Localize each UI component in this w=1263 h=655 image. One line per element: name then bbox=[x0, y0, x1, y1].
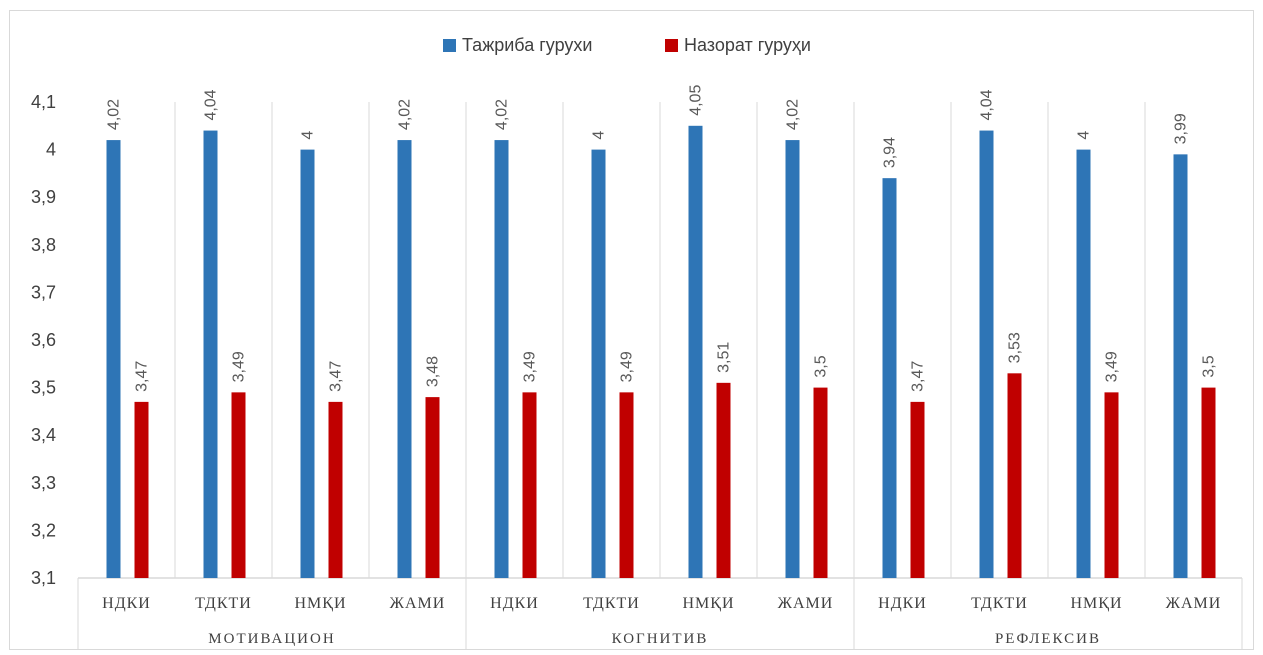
x-tick-label: ЖАМИ bbox=[1166, 595, 1222, 612]
bar-nazorat bbox=[813, 387, 828, 578]
data-label: 4,04 bbox=[203, 89, 220, 120]
legend-label: Назорат гуруҳи bbox=[684, 35, 811, 55]
data-label: 3,49 bbox=[231, 351, 248, 382]
x-tick-label: НМҚИ bbox=[294, 595, 346, 612]
bar-nazorat bbox=[522, 392, 537, 578]
data-label: 4,02 bbox=[785, 99, 802, 130]
y-tick-label: 4,1 bbox=[31, 92, 56, 112]
group-label: РЕФЛЕКСИВ bbox=[995, 631, 1101, 647]
group-label: КОГНИТИВ bbox=[612, 631, 709, 647]
bar-nazorat bbox=[619, 392, 634, 578]
y-tick-label: 3,1 bbox=[31, 568, 56, 588]
bar-tajriba bbox=[397, 140, 412, 578]
bar-nazorat bbox=[910, 401, 925, 578]
data-label: 3,53 bbox=[1007, 332, 1024, 363]
bar-nazorat bbox=[134, 401, 149, 578]
y-tick-label: 3,6 bbox=[31, 330, 56, 350]
bar-tajriba bbox=[203, 130, 218, 578]
x-tick-label: НДКИ bbox=[878, 595, 927, 612]
bar-tajriba bbox=[785, 140, 800, 578]
bar-tajriba bbox=[494, 140, 509, 578]
x-tick-label: ТДКТИ bbox=[971, 595, 1028, 612]
y-tick-label: 3,9 bbox=[31, 187, 56, 207]
data-label: 3,47 bbox=[910, 361, 927, 392]
x-tick-label: ЖАМИ bbox=[390, 595, 446, 612]
bar-nazorat bbox=[1104, 392, 1119, 578]
data-label: 3,47 bbox=[328, 361, 345, 392]
bar-tajriba bbox=[1173, 154, 1188, 579]
data-label: 3,49 bbox=[1104, 351, 1121, 382]
bar-nazorat bbox=[231, 392, 246, 578]
x-tick-label: ТДКТИ bbox=[195, 595, 252, 612]
x-tick-label: НДКИ bbox=[102, 595, 151, 612]
data-label: 4 bbox=[591, 131, 608, 140]
bar-tajriba bbox=[106, 140, 121, 578]
data-label: 4 bbox=[300, 131, 317, 140]
bar-nazorat bbox=[716, 382, 731, 578]
data-label: 3,5 bbox=[813, 355, 830, 377]
data-label: 3,49 bbox=[619, 351, 636, 382]
y-tick-label: 3,4 bbox=[31, 425, 56, 445]
data-label: 4,04 bbox=[979, 89, 996, 120]
bar-tajriba bbox=[688, 125, 703, 579]
data-label: 4,02 bbox=[106, 99, 123, 130]
data-label: 3,94 bbox=[882, 137, 899, 168]
bar-nazorat bbox=[328, 401, 343, 578]
bar-tajriba bbox=[300, 149, 315, 578]
bar-nazorat bbox=[425, 397, 440, 578]
legend-label: Тажриба гурухи bbox=[462, 35, 592, 55]
bar-tajriba bbox=[882, 178, 897, 578]
legend-swatch bbox=[443, 39, 456, 52]
data-label: 3,48 bbox=[425, 356, 442, 387]
data-label: 3,99 bbox=[1173, 113, 1190, 144]
data-label: 4,02 bbox=[397, 99, 414, 130]
group-label: МОТИВАЦИОН bbox=[208, 631, 335, 647]
y-tick-label: 3,2 bbox=[31, 520, 56, 540]
x-tick-label: ЖАМИ bbox=[778, 595, 834, 612]
bar-tajriba bbox=[1076, 149, 1091, 578]
y-tick-label: 4 bbox=[46, 140, 56, 160]
data-label: 3,5 bbox=[1201, 355, 1218, 377]
bar-tajriba bbox=[979, 130, 994, 578]
data-label: 4,02 bbox=[494, 99, 511, 130]
data-label: 4 bbox=[1076, 131, 1093, 140]
y-tick-label: 3,8 bbox=[31, 235, 56, 255]
bar-nazorat bbox=[1007, 373, 1022, 578]
y-tick-label: 3,5 bbox=[31, 378, 56, 398]
y-tick-label: 3,7 bbox=[31, 282, 56, 302]
x-tick-label: НДКИ bbox=[490, 595, 539, 612]
bar-nazorat bbox=[1201, 387, 1216, 578]
data-label: 3,49 bbox=[522, 351, 539, 382]
x-tick-label: НМҚИ bbox=[682, 595, 734, 612]
legend-swatch bbox=[665, 39, 678, 52]
bar-tajriba bbox=[591, 149, 606, 578]
y-tick-label: 3,3 bbox=[31, 473, 56, 493]
data-label: 3,51 bbox=[716, 342, 733, 373]
x-tick-label: ТДКТИ bbox=[583, 595, 640, 612]
x-tick-label: НМҚИ bbox=[1070, 595, 1122, 612]
data-label: 4,05 bbox=[688, 85, 705, 116]
data-label: 3,47 bbox=[134, 361, 151, 392]
